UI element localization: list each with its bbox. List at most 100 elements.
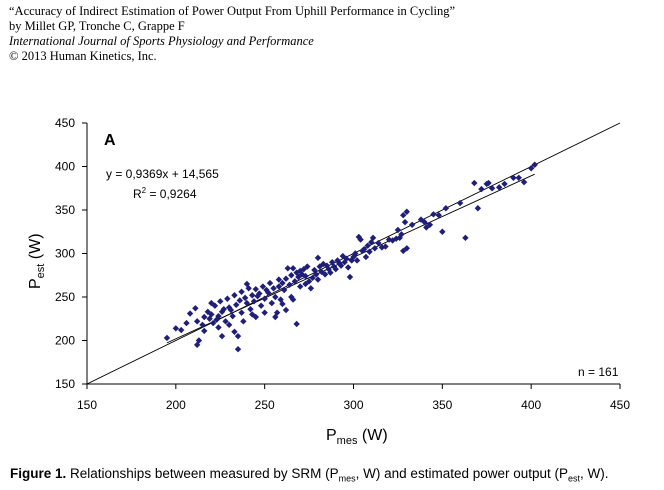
caption-text-b: , W) and estimated power output (P [355, 466, 569, 481]
data-point [375, 239, 382, 247]
data-point [231, 328, 238, 335]
y-axis-label: Pest (W) [27, 233, 47, 289]
caption-text-c: , W). [580, 466, 609, 481]
data-point [357, 236, 364, 243]
data-point [282, 275, 290, 282]
data-point [177, 326, 185, 334]
data-point [501, 180, 508, 188]
data-point [352, 250, 359, 257]
data-point [346, 273, 354, 281]
data-point [281, 286, 288, 294]
data-point [275, 283, 283, 290]
data-point [272, 293, 279, 301]
data-point [227, 306, 235, 314]
x-tick-label: 150 [77, 398, 97, 412]
data-point [172, 325, 180, 332]
data-point [368, 238, 375, 246]
data-point [442, 205, 450, 212]
data-point [234, 332, 242, 340]
data-point [236, 297, 243, 304]
data-point [314, 276, 322, 283]
data-point [378, 244, 386, 251]
data-point [400, 212, 407, 219]
data-point [403, 245, 410, 252]
data-point [366, 248, 373, 255]
y-tick-label: 450 [55, 116, 75, 130]
data-point [201, 327, 208, 335]
data-point [234, 346, 242, 353]
y-tick-label: 200 [55, 334, 75, 348]
data-point [321, 271, 329, 278]
data-point [208, 311, 215, 318]
data-point [408, 221, 416, 228]
data-point [252, 285, 259, 293]
caption-sub-a: mes [338, 473, 356, 484]
article-authors: by Millet GP, Tronche C, Grappe F [9, 19, 185, 33]
data-point [327, 269, 334, 276]
data-point [220, 305, 228, 313]
data-point [218, 332, 226, 340]
data-point [192, 305, 199, 312]
data-point [215, 312, 222, 320]
data-point [305, 278, 313, 285]
data-point [515, 174, 522, 182]
data-point [488, 185, 496, 192]
data-point [238, 309, 245, 316]
data-point [403, 208, 410, 215]
data-point [241, 294, 249, 302]
data-point [286, 281, 293, 289]
data-point [284, 265, 291, 272]
data-point [199, 321, 206, 329]
data-point [314, 254, 322, 262]
data-point [360, 245, 368, 253]
data-point [478, 185, 485, 193]
citation-header: “Accuracy of Indirect Estimation of Powe… [9, 4, 649, 64]
caption-text-a: Relationships between measured by SRM (P [66, 466, 339, 481]
data-point [193, 318, 201, 325]
x-tick-label: 300 [343, 398, 363, 412]
data-point [288, 272, 295, 279]
data-point [261, 295, 268, 302]
data-point [268, 299, 275, 307]
data-point [456, 199, 464, 207]
x-axis-label: Pmes (W) [326, 427, 388, 447]
y-tick-label: 350 [55, 203, 75, 217]
data-point [344, 264, 352, 271]
data-point [531, 161, 538, 168]
data-point [265, 289, 272, 296]
data-point [309, 274, 316, 282]
figure-label: Figure 1. [10, 466, 67, 481]
data-point [282, 306, 290, 314]
data-point [183, 319, 190, 327]
caption-sub-b: est [568, 473, 581, 484]
data-point [229, 312, 236, 320]
data-point [312, 271, 320, 278]
data-point [163, 334, 171, 342]
data-point [266, 279, 274, 287]
x-tick-label: 350 [432, 398, 452, 412]
data-point [257, 302, 265, 309]
data-point [510, 174, 517, 182]
sample-size-label: n = 161 [578, 365, 619, 379]
data-point [485, 179, 492, 187]
data-point [224, 295, 231, 302]
data-point [259, 283, 267, 290]
data-point [252, 313, 259, 321]
data-point [273, 309, 281, 316]
y-tick-label: 150 [55, 377, 75, 391]
data-point [270, 285, 277, 292]
data-point [291, 278, 299, 285]
y-tick-label: 300 [55, 247, 75, 261]
data-point [245, 285, 252, 292]
data-point [394, 226, 402, 234]
data-point [369, 234, 377, 242]
data-point [275, 276, 283, 283]
data-point [435, 212, 442, 219]
data-point [527, 165, 535, 172]
data-point [421, 218, 428, 226]
data-point [471, 179, 478, 187]
data-point [250, 298, 258, 305]
x-tick-label: 400 [521, 398, 541, 412]
data-point [304, 263, 311, 270]
x-tick-label: 450 [610, 398, 630, 412]
